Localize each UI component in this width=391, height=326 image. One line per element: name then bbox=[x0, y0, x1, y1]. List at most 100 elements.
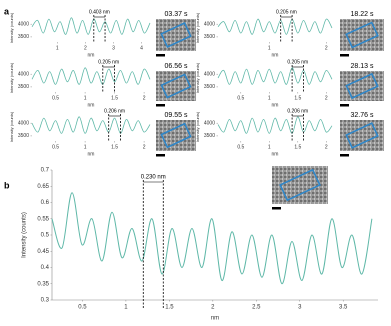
x-tick-label: 0.5 bbox=[237, 144, 244, 150]
panel-label: b bbox=[4, 180, 10, 190]
x-tick-label: 1.5 bbox=[111, 144, 118, 150]
x-tick-label: 2 bbox=[84, 45, 87, 51]
chart: 3500 4000 1 2 nm Intensity (counts) 0.205 nm 18… bbox=[195, 9, 384, 58]
annotation: 0.205 nm bbox=[287, 59, 308, 65]
annotation: 0.206 nm bbox=[287, 108, 308, 114]
x-axis-label: nm bbox=[88, 52, 95, 58]
y-axis-label: Intensity (counts) bbox=[195, 12, 200, 43]
y-axis-label: Intensity (counts) bbox=[22, 212, 28, 258]
y-tick-label: 4000 bbox=[204, 121, 215, 127]
scale-bar bbox=[272, 207, 281, 210]
scale-bar bbox=[340, 54, 349, 57]
scale-bar bbox=[340, 154, 349, 157]
y-tick-label: 3500 bbox=[204, 34, 215, 40]
chart: 3500 4000 0.5 1 1.5 2 nm Intensity (counts) 0.20… bbox=[195, 108, 384, 157]
data-line bbox=[51, 192, 373, 285]
x-tick-label: 1 bbox=[268, 45, 271, 51]
x-tick-label: 2 bbox=[211, 305, 215, 311]
x-axis-label: nm bbox=[272, 102, 279, 108]
y-axis-label: Intensity (counts) bbox=[9, 111, 14, 142]
y-tick-label: 0.6 bbox=[41, 200, 50, 206]
x-axis-label: nm bbox=[211, 316, 219, 322]
y-tick-label: 0.5 bbox=[41, 233, 50, 239]
x-tick-label: 1.5 bbox=[294, 144, 301, 150]
chart: 0.3 0.35 0.4 0.45 0.5 0.55 0.6 0.65 0.7 0.5 1 1.5 2 2… bbox=[22, 166, 378, 322]
data-line bbox=[217, 116, 333, 134]
y-tick-label: 4000 bbox=[204, 22, 215, 28]
y-tick-label: 3500 bbox=[18, 133, 29, 139]
x-tick-label: 1.5 bbox=[111, 95, 118, 101]
x-tick-label: 0.5 bbox=[52, 95, 59, 101]
timestamp: 28.13 s bbox=[351, 63, 374, 70]
x-tick-label: 0.5 bbox=[52, 144, 59, 150]
y-tick-label: 3500 bbox=[204, 84, 215, 90]
annotation: 0.403 nm bbox=[89, 9, 110, 15]
y-tick-label: 4000 bbox=[18, 121, 29, 127]
x-axis-label: nm bbox=[88, 151, 95, 157]
data-line bbox=[217, 67, 333, 85]
x-tick-label: 1 bbox=[84, 95, 87, 101]
data-line bbox=[31, 116, 151, 134]
y-axis-label: Intensity (counts) bbox=[9, 12, 14, 43]
chart: 3500 4000 0.5 1 1.5 2 nm Intensity (counts) 0.20… bbox=[9, 108, 196, 157]
x-tick-label: 2 bbox=[143, 144, 146, 150]
region-box bbox=[160, 22, 192, 48]
y-tick-label: 4000 bbox=[18, 22, 29, 28]
y-tick-label: 0.55 bbox=[37, 216, 49, 222]
timestamp: 06.56 s bbox=[165, 63, 188, 70]
x-tick-label: 3 bbox=[298, 305, 302, 311]
x-tick-label: 2 bbox=[325, 144, 328, 150]
x-tick-label: 2 bbox=[325, 45, 328, 51]
x-axis-label: nm bbox=[272, 52, 279, 58]
timestamp: 18.22 s bbox=[351, 11, 374, 18]
y-tick-label: 3500 bbox=[18, 34, 29, 40]
x-tick-label: 2 bbox=[325, 95, 328, 101]
scale-bar bbox=[340, 104, 349, 107]
data-line bbox=[31, 67, 151, 85]
region-box bbox=[345, 122, 379, 149]
chart: 3500 4000 1 2 3 4 nm Intensity (counts) 0.403 nm… bbox=[9, 9, 196, 58]
x-tick-label: 3 bbox=[112, 45, 115, 51]
region-box bbox=[345, 72, 379, 100]
x-tick-label: 2.5 bbox=[252, 305, 261, 311]
timestamp: 09.55 s bbox=[165, 112, 188, 119]
x-tick-label: 1 bbox=[268, 95, 271, 101]
y-axis-label: Intensity (counts) bbox=[9, 62, 14, 93]
x-tick-label: 2 bbox=[143, 95, 146, 101]
annotation: 0.205 nm bbox=[98, 59, 119, 65]
region-box bbox=[160, 73, 192, 99]
x-tick-label: 1 bbox=[124, 305, 128, 311]
x-tick-label: 1.5 bbox=[165, 305, 174, 311]
y-tick-label: 3500 bbox=[18, 84, 29, 90]
scale-bar bbox=[156, 54, 165, 57]
data-line bbox=[31, 17, 151, 35]
scale-bar bbox=[156, 154, 165, 157]
chart: 3500 4000 0.5 1 1.5 2 nm Intensity (counts) 0.20… bbox=[9, 59, 196, 108]
x-tick-label: 1.5 bbox=[294, 95, 301, 101]
y-axis-label: Intensity (counts) bbox=[195, 62, 200, 93]
scale-bar bbox=[156, 104, 165, 107]
x-tick-label: 1 bbox=[84, 144, 87, 150]
y-tick-label: 0.4 bbox=[41, 265, 50, 271]
y-axis-label: Intensity (counts) bbox=[195, 111, 200, 142]
timestamp: 32.76 s bbox=[351, 112, 374, 119]
annotation: 0.205 nm bbox=[276, 9, 297, 15]
x-axis-label: nm bbox=[88, 102, 95, 108]
y-tick-label: 0.65 bbox=[37, 184, 49, 190]
region-box bbox=[160, 122, 192, 149]
timestamp: 03.37 s bbox=[165, 11, 188, 18]
y-tick-label: 4000 bbox=[18, 72, 29, 78]
y-tick-label: 3500 bbox=[204, 133, 215, 139]
chart: 3500 4000 0.5 1 1.5 2 nm Intensity (counts) 0.20… bbox=[195, 59, 384, 108]
y-tick-label: 4000 bbox=[204, 72, 215, 78]
y-tick-label: 0.45 bbox=[37, 249, 49, 255]
region-box bbox=[279, 168, 321, 202]
x-tick-label: 4 bbox=[140, 45, 143, 51]
x-tick-label: 1 bbox=[268, 144, 271, 150]
x-axis-label: nm bbox=[272, 151, 279, 157]
x-tick-label: 3.5 bbox=[339, 305, 348, 311]
x-tick-label: 1 bbox=[56, 45, 59, 51]
x-tick-label: 0.5 bbox=[78, 305, 87, 311]
y-tick-label: 0.35 bbox=[37, 281, 49, 287]
